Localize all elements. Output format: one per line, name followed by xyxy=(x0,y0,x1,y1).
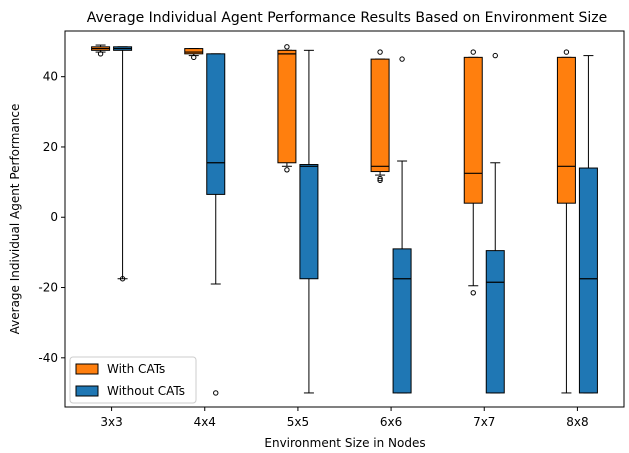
box-group-with-cats-3x3 xyxy=(91,44,111,57)
x-axis-label: Environment Size in Nodes xyxy=(264,436,425,450)
box-group-without-cats-6x6 xyxy=(392,56,412,394)
box xyxy=(184,48,204,55)
box xyxy=(578,167,598,394)
box xyxy=(463,56,483,204)
box xyxy=(392,248,412,394)
outlier-point xyxy=(191,54,197,61)
box-group-without-cats-4x4 xyxy=(206,53,226,396)
legend-frame xyxy=(69,356,197,404)
x-tick-label: 5x5 xyxy=(287,415,309,429)
outlier-point xyxy=(284,167,290,173)
outlier-point xyxy=(563,49,570,55)
y-tick-label: -40 xyxy=(38,351,58,365)
x-tick-label: 7x7 xyxy=(473,415,495,429)
y-tick-label: 0 xyxy=(50,210,58,224)
outlier-point xyxy=(97,51,104,57)
outlier-point xyxy=(377,175,383,182)
box-group-without-cats-8x8 xyxy=(578,55,598,394)
box xyxy=(370,58,390,173)
outlier-point xyxy=(470,49,476,55)
box xyxy=(299,164,319,280)
y-axis: -40 -20 0 20 40 xyxy=(38,70,65,365)
box-group-without-cats-7x7 xyxy=(485,52,505,394)
outlier-point xyxy=(377,177,383,184)
box-group-with-cats-7x7 xyxy=(463,49,483,296)
box xyxy=(556,56,576,204)
legend-label-with-cats: With CATs xyxy=(107,362,165,376)
box xyxy=(206,53,226,195)
outlier-point xyxy=(284,44,290,50)
y-tick-label: 40 xyxy=(43,70,58,84)
box-group-with-cats-5x5 xyxy=(277,44,297,173)
x-tick-label: 4x4 xyxy=(194,415,216,429)
outlier-point xyxy=(470,290,476,296)
x-tick-label: 6x6 xyxy=(380,415,402,429)
outlier-point xyxy=(377,49,383,55)
y-tick-label: -20 xyxy=(38,281,58,295)
legend-label-without-cats: Without CATs xyxy=(107,384,185,398)
x-tick-label: 8x8 xyxy=(566,415,588,429)
box-group-without-cats-5x5 xyxy=(299,49,319,394)
box-group-with-cats-8x8 xyxy=(556,49,576,394)
outlier-point xyxy=(213,390,219,396)
chart-title: Average Individual Agent Performance Res… xyxy=(87,10,608,26)
plot-area xyxy=(91,44,598,396)
x-tick-label: 3x3 xyxy=(100,415,122,429)
x-axis: 3x3 4x4 5x5 6x6 7x7 8x8 xyxy=(100,407,589,429)
y-axis-label: Average Individual Agent Performance xyxy=(8,104,22,335)
box-group-with-cats-6x6 xyxy=(370,49,390,184)
legend: With CATs Without CATs xyxy=(69,356,197,404)
outlier-point xyxy=(119,276,126,282)
axes-frame xyxy=(64,30,625,408)
box xyxy=(485,250,505,394)
box-group-without-cats-3x3 xyxy=(113,46,133,282)
box xyxy=(277,49,297,164)
box-group-with-cats-4x4 xyxy=(184,48,204,61)
legend-swatch-with-cats xyxy=(75,363,99,375)
outlier-point xyxy=(399,56,405,62)
y-tick-label: 20 xyxy=(43,140,58,154)
legend-swatch-without-cats xyxy=(75,385,99,397)
outlier-point xyxy=(492,52,498,59)
